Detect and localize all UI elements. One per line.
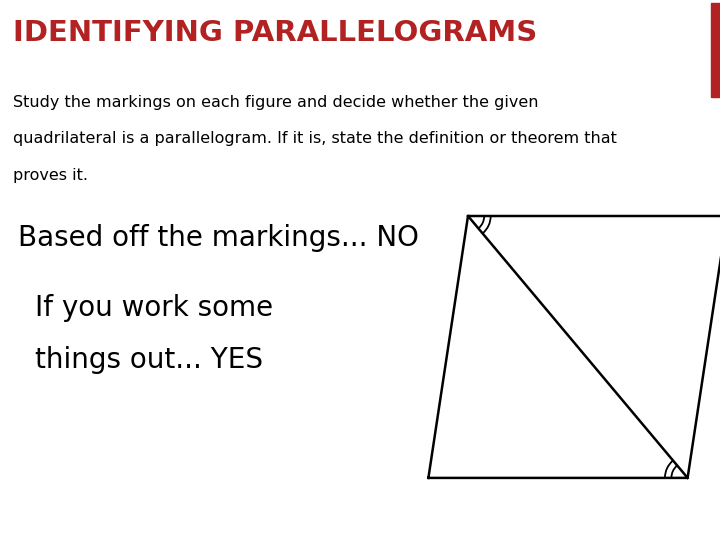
Bar <box>711 3 720 97</box>
Text: proves it.: proves it. <box>13 168 88 183</box>
Text: things out... YES: things out... YES <box>35 346 263 374</box>
Text: Based off the markings... NO: Based off the markings... NO <box>18 224 419 252</box>
Text: quadrilateral is a parallelogram. If it is, state the definition or theorem that: quadrilateral is a parallelogram. If it … <box>13 131 617 146</box>
Text: IDENTIFYING PARALLELOGRAMS: IDENTIFYING PARALLELOGRAMS <box>13 19 537 47</box>
Text: Study the markings on each figure and decide whether the given: Study the markings on each figure and de… <box>13 94 539 110</box>
Text: If you work some: If you work some <box>35 294 273 322</box>
